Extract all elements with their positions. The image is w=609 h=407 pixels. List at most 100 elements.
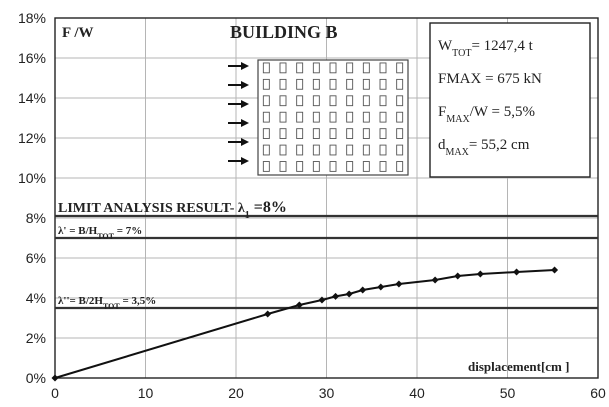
building-window bbox=[379, 95, 387, 107]
building-window bbox=[346, 95, 354, 107]
building-window bbox=[329, 144, 337, 156]
y-tick-label: 16% bbox=[18, 50, 46, 66]
data-point bbox=[431, 276, 439, 284]
building-window bbox=[379, 144, 387, 156]
building-window bbox=[296, 95, 304, 107]
y-tick-label: 8% bbox=[26, 210, 46, 226]
building-window bbox=[379, 161, 387, 172]
arrow-head bbox=[241, 81, 249, 89]
y-tick-label: 12% bbox=[18, 130, 46, 146]
building-window bbox=[296, 78, 304, 90]
building-window bbox=[312, 161, 320, 172]
building-window bbox=[346, 144, 354, 156]
building-window bbox=[262, 161, 270, 172]
data-point bbox=[476, 270, 484, 278]
building-window bbox=[396, 78, 404, 90]
x-axis-tick-labels: 0 10 20 30 40 50 60 bbox=[51, 385, 606, 401]
building-window bbox=[329, 95, 337, 107]
building-window bbox=[396, 128, 404, 139]
capacity-curve bbox=[51, 266, 559, 382]
building-window bbox=[262, 95, 270, 107]
y-tick-label: 4% bbox=[26, 290, 46, 306]
building-window bbox=[296, 144, 304, 156]
building-window bbox=[329, 161, 337, 172]
building-window bbox=[379, 111, 387, 123]
data-point bbox=[264, 310, 272, 318]
building-window bbox=[329, 78, 337, 90]
arrow-head bbox=[241, 62, 249, 70]
building-window bbox=[396, 62, 404, 74]
building-window bbox=[379, 62, 387, 74]
info-box: WTOT= 1247,4 t FMAX = 675 kN FMAX/W = 5,5%… bbox=[429, 22, 591, 178]
building-window bbox=[362, 111, 370, 123]
building-window bbox=[262, 111, 270, 123]
arrow-head bbox=[241, 157, 249, 165]
y-tick-label: 10% bbox=[18, 170, 46, 186]
x-tick-label: 40 bbox=[409, 385, 425, 401]
building-window bbox=[346, 111, 354, 123]
chart-title: BUILDING B bbox=[230, 22, 338, 42]
building-window bbox=[262, 62, 270, 74]
data-point bbox=[295, 301, 303, 309]
building-window bbox=[396, 144, 404, 156]
data-point bbox=[51, 374, 59, 382]
building-window bbox=[296, 62, 304, 74]
building-window bbox=[312, 95, 320, 107]
data-point bbox=[513, 268, 521, 276]
arrow-head bbox=[241, 138, 249, 146]
load-arrows bbox=[228, 62, 249, 165]
building-window bbox=[279, 144, 287, 156]
building-window bbox=[279, 62, 287, 74]
building-window bbox=[396, 161, 404, 172]
x-tick-label: 20 bbox=[228, 385, 244, 401]
y-tick-label: 2% bbox=[26, 330, 46, 346]
x-tick-label: 10 bbox=[138, 385, 154, 401]
data-point bbox=[345, 290, 353, 298]
building-window bbox=[279, 78, 287, 90]
building-window bbox=[362, 62, 370, 74]
building-window bbox=[379, 78, 387, 90]
building-window bbox=[379, 128, 387, 139]
building-facade-sketch bbox=[257, 59, 409, 176]
info-box-line: WTOT= 1247,4 t bbox=[438, 38, 534, 59]
data-point bbox=[454, 272, 462, 280]
building-window bbox=[362, 128, 370, 139]
building-window bbox=[262, 144, 270, 156]
building-outline bbox=[257, 59, 409, 176]
y-axis-label: F /W bbox=[62, 25, 94, 41]
x-tick-label: 50 bbox=[500, 385, 516, 401]
building-window bbox=[296, 128, 304, 139]
info-box-line: FMAX = 675 kN bbox=[438, 71, 542, 87]
data-point bbox=[551, 266, 559, 274]
info-box-line: dMAX= 55,2 cm bbox=[438, 137, 530, 158]
y-tick-label: 18% bbox=[18, 10, 46, 26]
info-box-frame bbox=[429, 22, 591, 178]
building-window bbox=[279, 161, 287, 172]
arrow-head bbox=[241, 100, 249, 108]
building-window bbox=[312, 62, 320, 74]
building-window bbox=[329, 128, 337, 139]
building-window bbox=[279, 128, 287, 139]
building-window bbox=[362, 78, 370, 90]
building-window bbox=[346, 161, 354, 172]
data-point bbox=[359, 286, 367, 294]
x-tick-label: 60 bbox=[590, 385, 606, 401]
building-window bbox=[346, 128, 354, 139]
building-window bbox=[312, 128, 320, 139]
building-window bbox=[279, 111, 287, 123]
y-tick-label: 0% bbox=[26, 370, 46, 386]
x-axis-label: displacement[cm ] bbox=[468, 359, 569, 374]
reference-line-label: LIMIT ANALYSIS RESULT- λ1 =8% bbox=[58, 199, 287, 221]
plot-frame bbox=[54, 17, 599, 379]
y-tick-label: 14% bbox=[18, 90, 46, 106]
building-window bbox=[296, 161, 304, 172]
arrow-head bbox=[241, 119, 249, 127]
data-point bbox=[332, 292, 340, 300]
building-window bbox=[362, 95, 370, 107]
building-window bbox=[362, 144, 370, 156]
y-tick-label: 6% bbox=[26, 250, 46, 266]
building-window bbox=[262, 78, 270, 90]
building-window bbox=[312, 78, 320, 90]
building-window bbox=[296, 111, 304, 123]
